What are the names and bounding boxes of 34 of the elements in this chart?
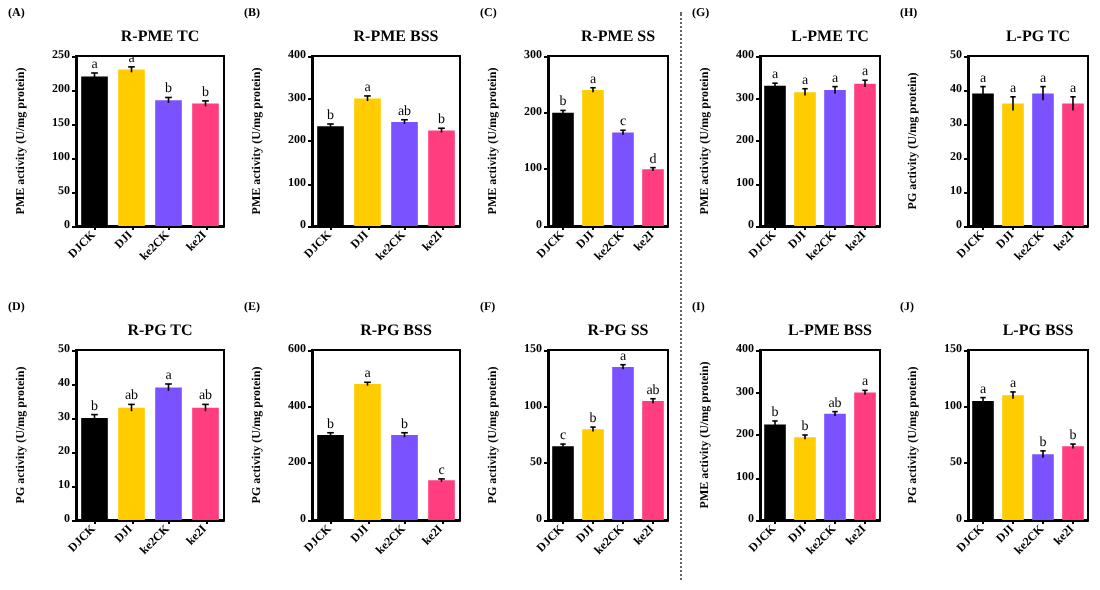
bar xyxy=(155,387,182,520)
chart-title: R-PG BSS xyxy=(360,321,433,339)
chart-title: R-PG SS xyxy=(587,321,650,339)
bar xyxy=(1062,446,1084,520)
chart-title: L-PME TC xyxy=(791,27,870,45)
bar xyxy=(155,100,182,226)
bar xyxy=(1032,454,1054,520)
chart-title: L-PME BSS xyxy=(787,321,874,339)
bar xyxy=(192,407,219,520)
bar xyxy=(391,121,418,226)
chart-title: L-PG BSS xyxy=(1002,321,1075,339)
bar xyxy=(642,169,664,226)
bar xyxy=(118,69,145,226)
bar xyxy=(118,407,145,520)
chart-title: R-PME SS xyxy=(580,27,657,45)
chart-title: R-PME BSS xyxy=(353,27,440,45)
bar xyxy=(582,90,604,226)
bar xyxy=(794,437,816,520)
bar xyxy=(642,401,664,520)
bar xyxy=(1002,395,1024,520)
bar xyxy=(428,130,455,226)
bar xyxy=(612,132,634,226)
bar xyxy=(612,367,634,520)
chart-title: R-PG TC xyxy=(127,321,193,339)
bar xyxy=(354,384,381,520)
chart-title: L-PG TC xyxy=(1005,27,1071,45)
bar xyxy=(354,98,381,226)
chart-title: R-PME TC xyxy=(120,27,200,45)
bar xyxy=(192,103,219,226)
bar xyxy=(391,435,418,520)
bar xyxy=(582,429,604,520)
bar xyxy=(428,480,455,520)
bar xyxy=(854,392,876,520)
bar xyxy=(824,413,846,520)
